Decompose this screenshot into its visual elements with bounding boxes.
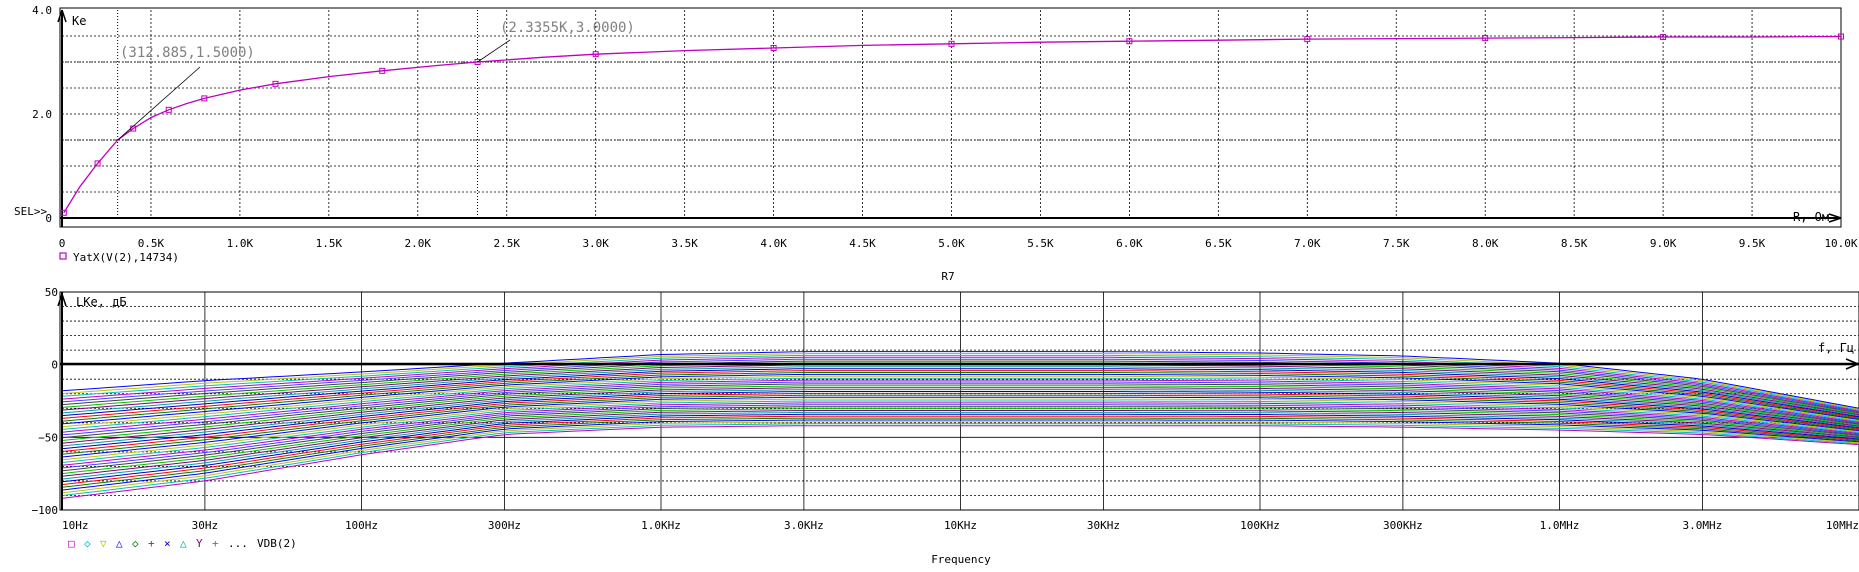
top-x-tick-label: 0.5K xyxy=(138,237,165,250)
top-y-label: Ke xyxy=(72,14,86,28)
top-x-tick-label: 7.5K xyxy=(1383,237,1410,250)
bottom-x-tick-label: 100Hz xyxy=(345,519,378,532)
bottom-legend-ellipsis: ... xyxy=(228,537,248,550)
top-legend-label[interactable]: YatX(V(2),14734) xyxy=(73,251,179,264)
sel-marker[interactable]: SEL>> xyxy=(14,205,47,218)
bottom-legend-symbols: □ ◇ ▽ △ ◇ + × △ Y + xyxy=(68,537,219,550)
bottom-y-tick-label: −50 xyxy=(38,431,58,444)
bottom-x-tick-label: 10MHz xyxy=(1826,519,1859,532)
cursor-annotation-text: (2.3355K,3.0000) xyxy=(500,20,635,36)
bottom-y-tick-labels: −100 −50 0 50 xyxy=(32,286,59,517)
top-x-tick-label: 3.5K xyxy=(671,237,698,250)
top-x-label: R, Ом xyxy=(1793,210,1829,224)
bottom-x-tick-label: 10KHz xyxy=(944,519,977,532)
cursor-annotation-leader xyxy=(477,40,510,62)
bottom-legend-label[interactable]: VDB(2) xyxy=(257,537,297,550)
bottom-x-tick-label: 300Hz xyxy=(488,519,521,532)
bottom-x-tick-label: 30KHz xyxy=(1087,519,1120,532)
top-x-tick-label: 8.5K xyxy=(1561,237,1588,250)
top-x-tick-label: 2.0K xyxy=(405,237,432,250)
legend-symbol: △ xyxy=(116,537,123,550)
top-x-axis-title: R7 xyxy=(941,270,954,283)
top-x-tick-label: 10.0K xyxy=(1824,237,1857,250)
top-y-tick-label: 2.0 xyxy=(32,108,52,121)
bottom-x-label: f, Гц xyxy=(1818,341,1854,355)
bottom-y-tick-label: −100 xyxy=(32,504,59,517)
lke-vs-frequency-plot: 10Hz 30Hz 100Hz 300Hz 1.0KHz 3.0KHz 10KHz 30KHz… xyxy=(32,286,1859,566)
top-x-tick-label: 2.5K xyxy=(494,237,521,250)
bottom-x-tick-label: 10Hz xyxy=(62,519,89,532)
top-x-tick-label: 9.5K xyxy=(1739,237,1766,250)
top-legend-marker xyxy=(60,253,66,259)
top-x-tick-label: 5.0K xyxy=(938,237,965,250)
top-x-tick-label: 7.0K xyxy=(1294,237,1321,250)
legend-symbol: ◇ xyxy=(132,537,139,550)
bottom-x-tick-label: 300KHz xyxy=(1383,519,1423,532)
bottom-x-tick-label: 3.0KHz xyxy=(784,519,824,532)
bottom-x-tick-label: 100KHz xyxy=(1240,519,1280,532)
legend-symbol: + xyxy=(148,537,155,550)
legend-symbol: △ xyxy=(180,537,187,550)
top-y-tick-label: 4.0 xyxy=(32,4,52,17)
legend-symbol: × xyxy=(164,537,171,550)
legend-symbol: ◇ xyxy=(84,537,91,550)
cursor-annotations: (312.885,1.5000) (2.3355K,3.0000) xyxy=(118,20,635,140)
bottom-y-label: LKe, дБ xyxy=(76,295,127,309)
top-y-tick-labels: 02.04.0 xyxy=(32,4,52,225)
top-x-tick-label: 1.5K xyxy=(316,237,343,250)
legend-symbol: ▽ xyxy=(100,537,107,550)
ke-vs-r-plot: 0 0.5K 1.0K 1.5K 2.0K 2.5K 3.0K 3.5K 4.0K 4.5K 5.0… xyxy=(14,4,1858,283)
top-x-tick-label: 6.5K xyxy=(1205,237,1232,250)
top-x-tick-label: 0 xyxy=(59,237,66,250)
bottom-x-axis-title: Frequency xyxy=(931,553,991,566)
top-x-tick-label: 4.5K xyxy=(849,237,876,250)
top-series-group xyxy=(61,34,1843,215)
bottom-x-tick-label: 1.0KHz xyxy=(641,519,681,532)
bottom-x-tick-labels: 10Hz 30Hz 100Hz 300Hz 1.0KHz 3.0KHz 10KHz 30KHz… xyxy=(62,519,1859,532)
top-x-tick-label: 5.5K xyxy=(1027,237,1054,250)
bottom-x-tick-label: 30Hz xyxy=(192,519,219,532)
top-x-tick-labels: 0 0.5K 1.0K 1.5K 2.0K 2.5K 3.0K 3.5K 4.0K 4.5K 5.0… xyxy=(59,237,1858,250)
top-x-tick-label: 9.0K xyxy=(1650,237,1677,250)
legend-symbol: □ xyxy=(68,537,75,550)
bottom-x-tick-label: 3.0MHz xyxy=(1683,519,1723,532)
cursor-annotation-text: (312.885,1.5000) xyxy=(120,45,255,61)
bottom-y-tick-label: 50 xyxy=(45,286,58,299)
top-x-tick-label: 1.0K xyxy=(227,237,254,250)
top-x-tick-label: 6.0K xyxy=(1116,237,1143,250)
legend-symbol: + xyxy=(212,537,219,550)
bottom-x-tick-label: 1.0MHz xyxy=(1540,519,1580,532)
legend-symbol: Y xyxy=(196,537,203,550)
top-x-tick-label: 3.0K xyxy=(582,237,609,250)
bottom-y-tick-label: 0 xyxy=(51,359,58,372)
top-x-tick-label: 8.0K xyxy=(1472,237,1499,250)
top-x-tick-label: 4.0K xyxy=(760,237,787,250)
